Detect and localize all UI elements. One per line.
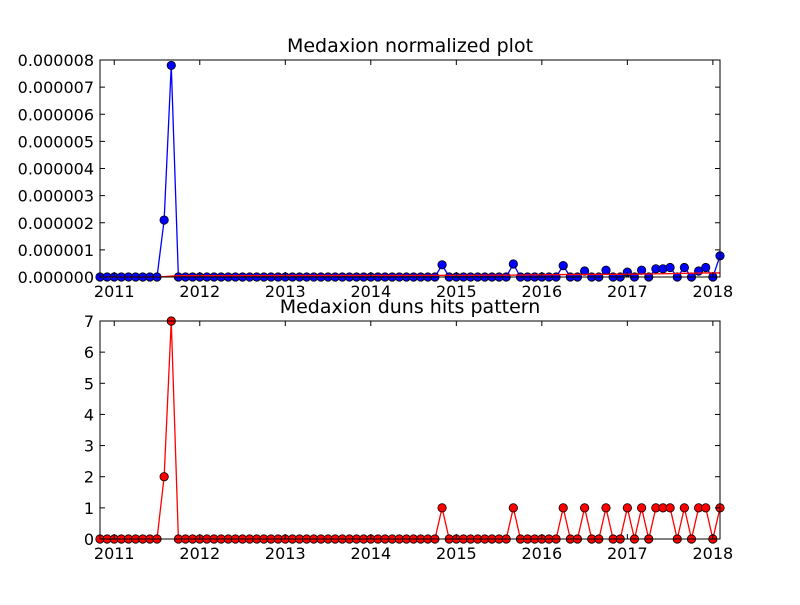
data-point [622, 503, 632, 513]
x-tick-label: 2017 [607, 544, 648, 563]
x-tick-label: 2016 [521, 282, 562, 301]
y-tick-label: 0.000002 [18, 214, 94, 233]
data-point [159, 215, 169, 225]
data-point [679, 503, 689, 513]
data-point [701, 262, 711, 273]
data-point [579, 503, 590, 513]
y-tick-label: 0.000001 [18, 241, 94, 260]
data-point [508, 503, 518, 513]
series-line [100, 272, 720, 278]
y-tick-label: 0.000006 [18, 105, 94, 124]
data-point [159, 472, 169, 482]
chart-title: Medaxion duns hits pattern [280, 296, 541, 318]
x-tick-label: 2014 [350, 282, 391, 301]
x-tick-label: 2013 [265, 544, 306, 563]
x-tick-label: 2016 [521, 544, 562, 563]
x-tick-label: 2017 [607, 282, 648, 301]
y-tick-label: 1 [84, 499, 94, 518]
y-tick-label: 0.000005 [18, 132, 94, 151]
data-point [166, 60, 176, 71]
data-point [558, 261, 568, 271]
y-tick-label: 0.000004 [18, 160, 94, 179]
y-tick-label: 5 [84, 374, 94, 393]
data-point [437, 260, 447, 270]
y-tick-label: 0.000008 [18, 51, 94, 70]
y-tick-label: 0.000000 [18, 268, 94, 287]
data-point [679, 262, 689, 273]
data-point [601, 265, 611, 275]
x-tick-label: 2011 [94, 544, 135, 563]
x-tick-label: 2012 [179, 544, 220, 563]
plot-frame [99, 320, 721, 540]
x-tick-label: 2018 [693, 544, 734, 563]
chart-title: Medaxion normalized plot [287, 35, 533, 57]
data-point [508, 259, 518, 269]
data-point [665, 262, 675, 273]
data-point [637, 503, 647, 513]
x-tick-label: 2015 [436, 544, 477, 563]
data-point [437, 503, 447, 513]
plot-frame [99, 59, 721, 278]
y-tick-label: 7 [84, 312, 94, 331]
series-line [100, 65, 721, 279]
data-point [601, 503, 611, 513]
y-tick-label: 3 [84, 437, 94, 456]
x-tick-label: 2014 [350, 544, 391, 563]
x-tick-label: 2015 [436, 282, 477, 301]
y-tick-label: 2 [84, 468, 94, 487]
data-point [579, 266, 590, 276]
y-tick-label: 6 [84, 343, 94, 362]
x-tick-label: 2013 [265, 282, 306, 301]
data-point [701, 503, 711, 513]
x-tick-label: 2018 [693, 282, 734, 301]
y-tick-label: 0.000003 [18, 187, 94, 206]
y-tick-label: 0 [84, 530, 94, 549]
y-tick-label: 4 [84, 405, 94, 424]
x-tick-label: 2011 [94, 282, 135, 301]
data-point [637, 265, 647, 275]
y-tick-label: 0.000007 [18, 78, 94, 97]
data-point [665, 503, 675, 513]
x-tick-label: 2012 [179, 282, 220, 301]
data-point [558, 503, 568, 513]
